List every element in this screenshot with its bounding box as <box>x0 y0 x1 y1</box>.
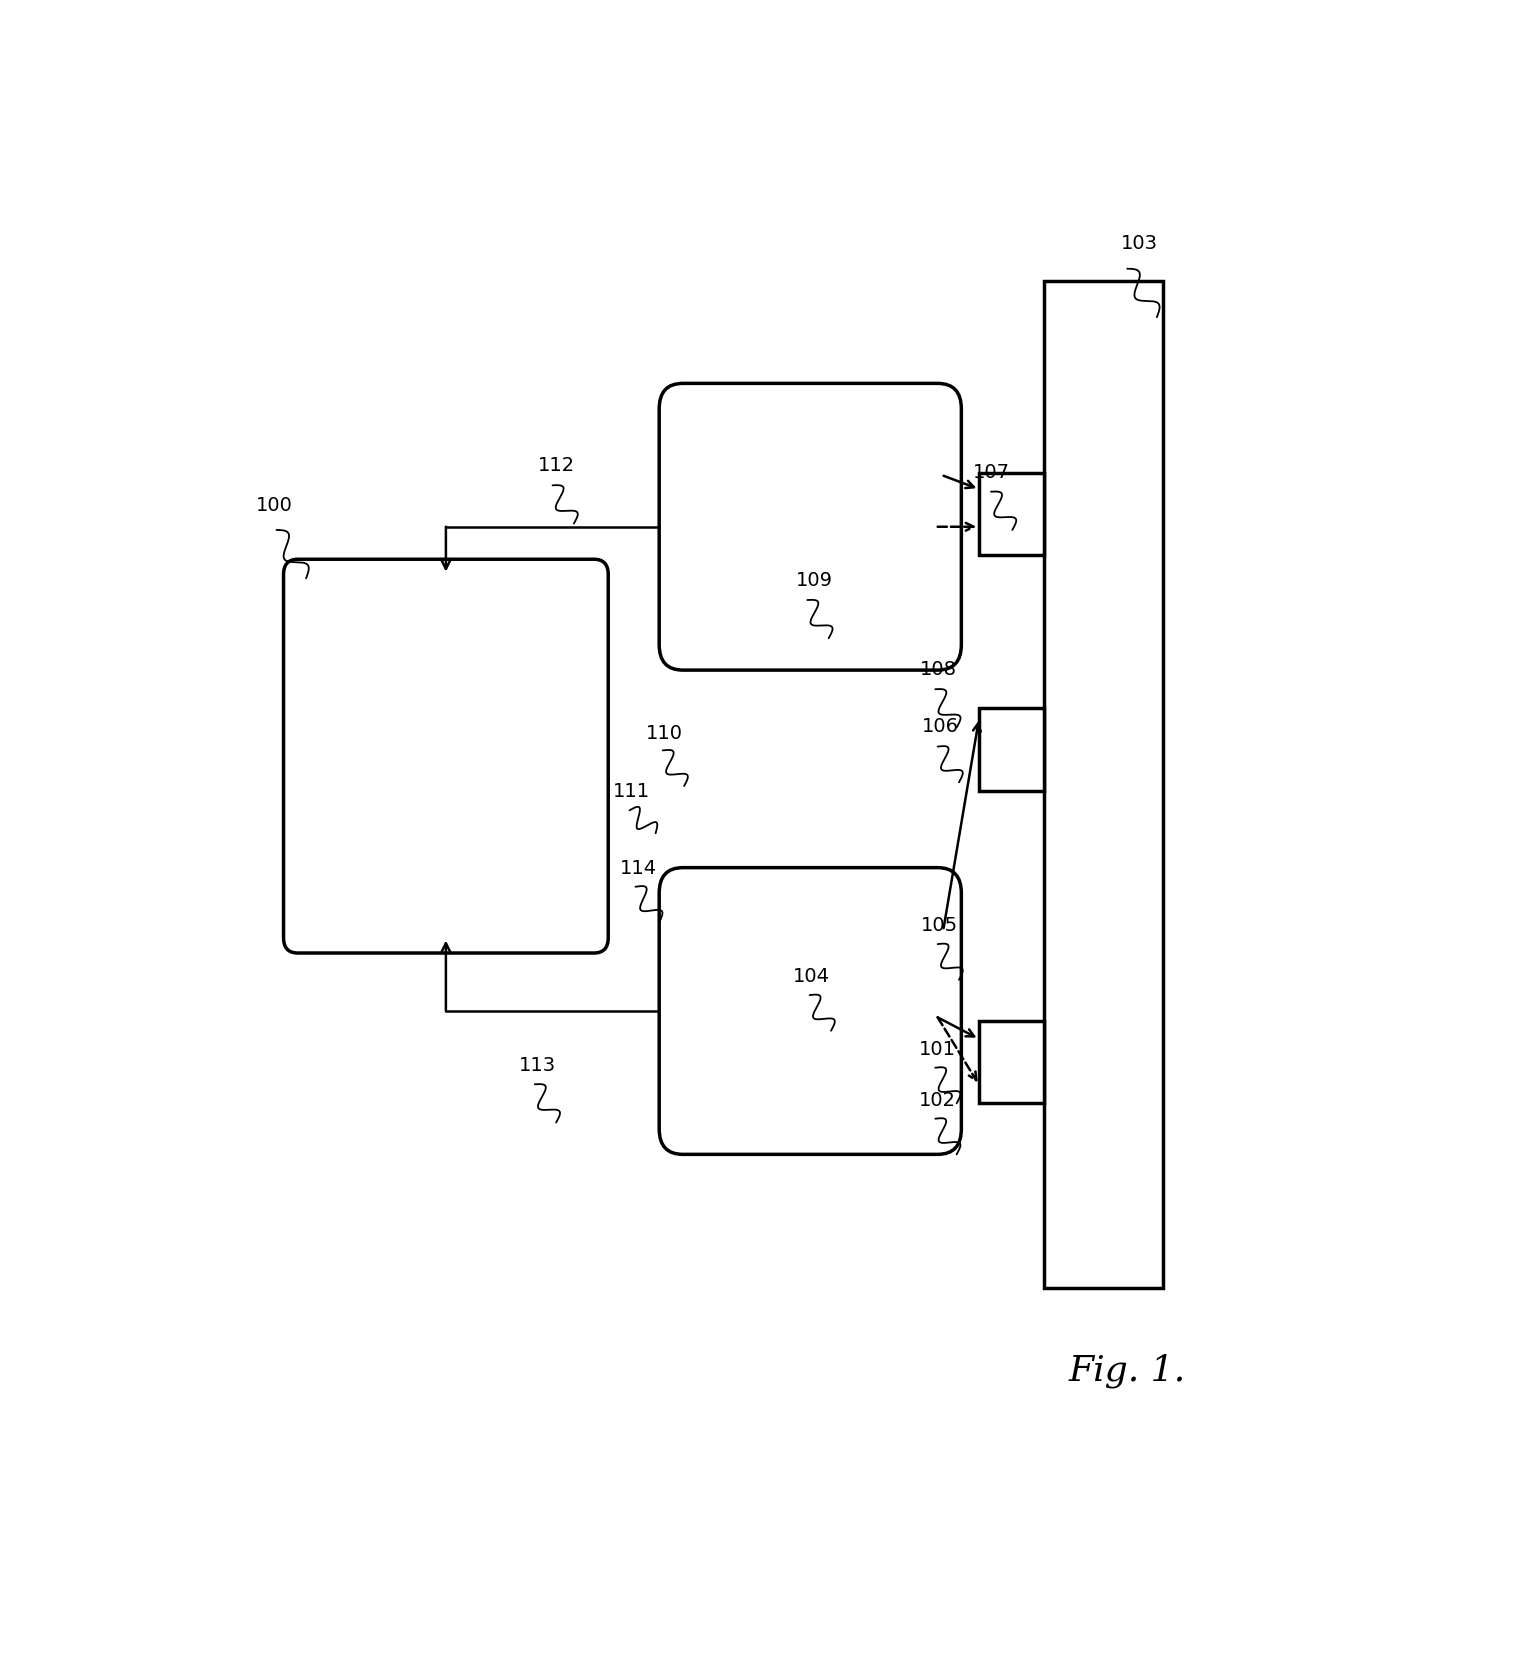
Text: 105: 105 <box>920 917 959 935</box>
Text: 107: 107 <box>974 462 1011 482</box>
Text: 100: 100 <box>257 495 294 515</box>
Text: 101: 101 <box>919 1039 956 1059</box>
Bar <box>979 473 1044 556</box>
Text: 103: 103 <box>1121 235 1159 253</box>
Text: 108: 108 <box>920 660 957 679</box>
Text: 110: 110 <box>647 723 683 743</box>
Text: 106: 106 <box>922 717 959 736</box>
FancyBboxPatch shape <box>659 384 962 670</box>
Text: 112: 112 <box>538 457 575 475</box>
FancyBboxPatch shape <box>283 559 609 953</box>
Text: 109: 109 <box>795 571 832 589</box>
Text: 111: 111 <box>613 783 650 801</box>
Text: 113: 113 <box>520 1056 557 1076</box>
Text: 104: 104 <box>794 967 830 986</box>
Bar <box>979 1021 1044 1104</box>
Bar <box>1044 281 1164 1288</box>
Text: Fig. 1.: Fig. 1. <box>1069 1354 1187 1389</box>
Bar <box>979 708 1044 791</box>
Text: 114: 114 <box>621 859 657 877</box>
FancyBboxPatch shape <box>659 867 962 1155</box>
Text: 102: 102 <box>919 1091 956 1111</box>
